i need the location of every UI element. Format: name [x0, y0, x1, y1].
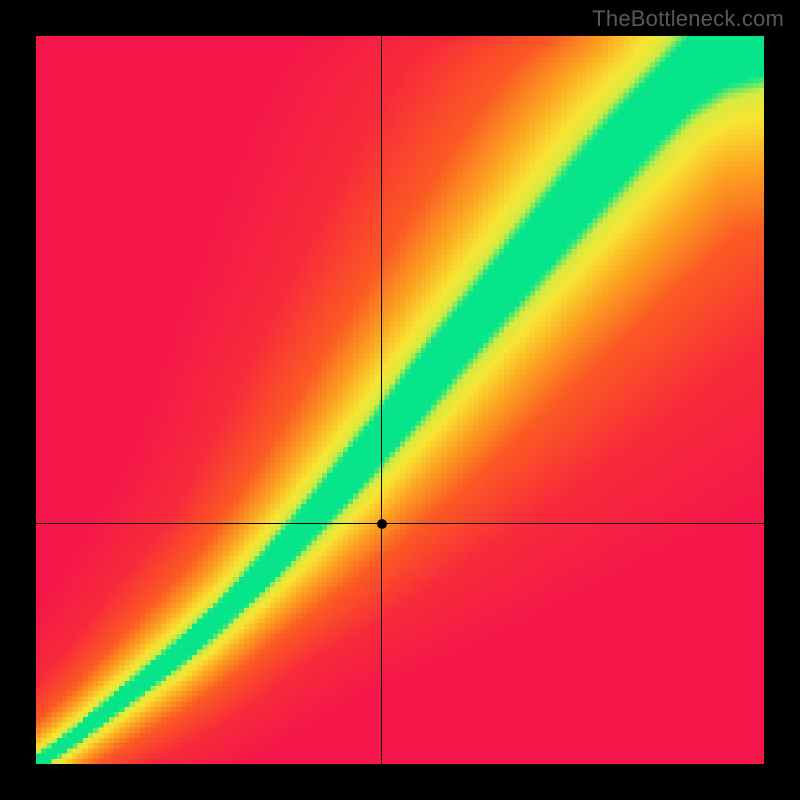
watermark-text: TheBottleneck.com — [592, 6, 784, 32]
bottleneck-heatmap — [36, 36, 764, 764]
chart-frame — [36, 36, 764, 764]
crosshair-horizontal — [36, 523, 764, 524]
crosshair-vertical — [381, 36, 382, 764]
crosshair-dot — [377, 519, 387, 529]
